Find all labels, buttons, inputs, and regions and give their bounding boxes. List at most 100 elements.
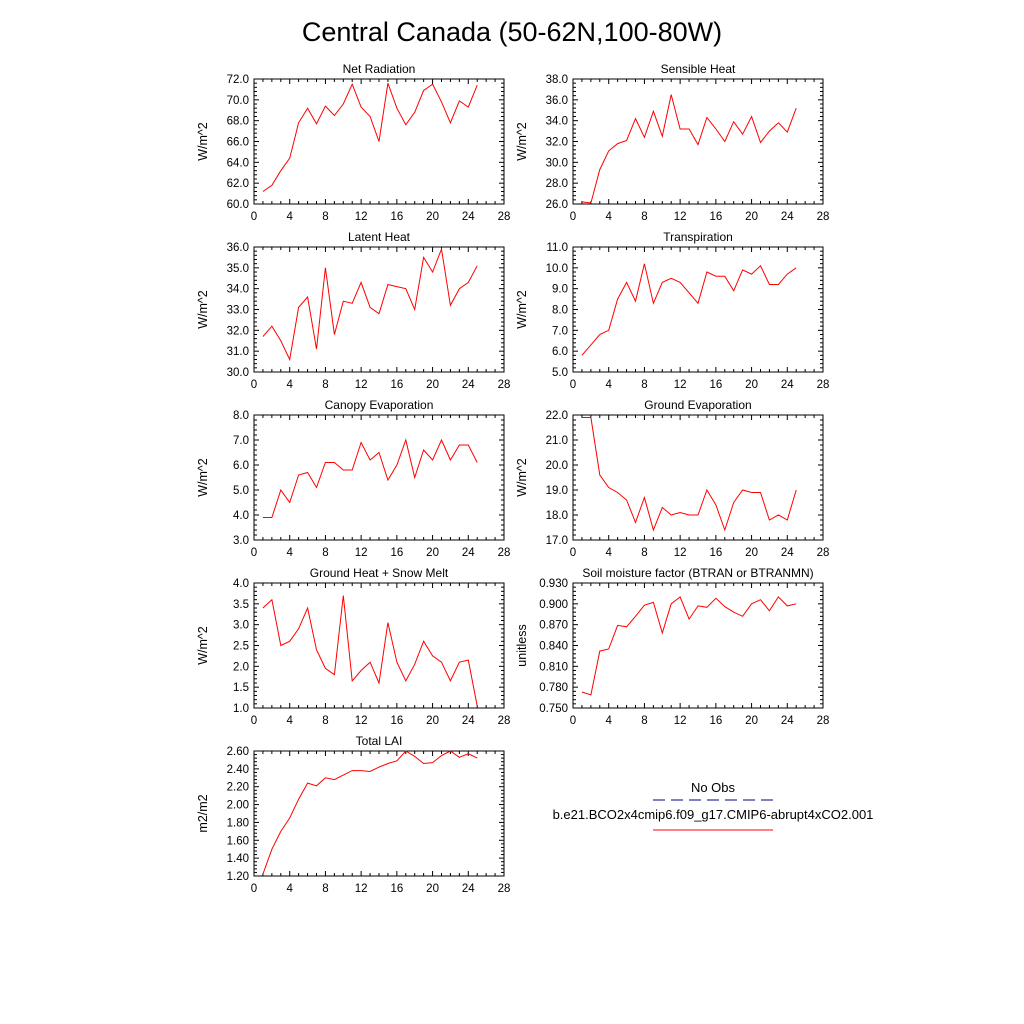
y-tick-label: 31.0	[227, 346, 249, 358]
x-tick-label: 20	[426, 715, 439, 727]
y-tick-label: 5.0	[552, 367, 568, 379]
x-tick-label: 4	[287, 379, 294, 391]
panel-2: Latent Heat W/m^2 0 4 8 12 16 20 24 28 30.0 31.0 32.…	[196, 230, 510, 391]
x-tick-label: 12	[674, 547, 687, 559]
x-tick-label: 8	[641, 715, 647, 727]
x-tick-label: 16	[390, 211, 403, 223]
panel-3: Transpiration W/m^2 0 4 8 12 16 20 24 28 5.0 6.0 7.0…	[515, 230, 829, 391]
y-tick-label: 7.0	[233, 435, 249, 447]
y-tick-label: 4.0	[233, 510, 249, 522]
y-tick-label: 38.0	[546, 74, 568, 86]
y-tick-label: 36.0	[546, 95, 568, 107]
x-tick-label: 24	[462, 883, 475, 895]
x-tick-label: 0	[570, 211, 576, 223]
x-tick-label: 0	[251, 547, 257, 559]
series-line	[581, 94, 797, 204]
x-tick-label: 20	[426, 883, 439, 895]
series-line	[581, 417, 797, 532]
plot-frame	[253, 414, 505, 541]
legend-label-obs: No Obs	[691, 780, 736, 795]
y-tick-label: 2.5	[233, 641, 249, 653]
y-tick-label: 34.0	[546, 116, 568, 128]
x-tick-label: 24	[781, 715, 794, 727]
x-tick-label: 0	[251, 715, 257, 727]
x-tick-label: 24	[462, 211, 475, 223]
x-tick-label: 12	[674, 715, 687, 727]
series-line	[581, 596, 797, 696]
panel-title: Total LAI	[356, 734, 403, 748]
x-tick-label: 12	[355, 715, 368, 727]
plot-frame	[572, 78, 824, 205]
panel-1: Sensible Heat W/m^2 0 4 8 12 16 20 24 28 26.0 28.0 3…	[515, 62, 829, 223]
y-tick-label: 19.0	[546, 485, 568, 497]
y-tick-label: 3.0	[233, 620, 249, 632]
x-tick-label: 0	[570, 715, 576, 727]
y-tick-label: 2.00	[227, 800, 249, 812]
x-tick-label: 28	[498, 883, 511, 895]
panel-title: Ground Evaporation	[644, 398, 751, 412]
y-tick-label: 32.0	[227, 325, 249, 337]
series-line	[581, 263, 797, 356]
plot-frame	[572, 246, 824, 373]
x-tick-label: 16	[390, 715, 403, 727]
series-line	[262, 438, 478, 518]
series-line	[262, 247, 478, 362]
y-tick-label: 8.0	[552, 305, 568, 317]
y-tick-label: 62.0	[227, 178, 249, 190]
y-tick-label: 21.0	[546, 435, 568, 447]
plot-frame	[253, 246, 505, 373]
y-tick-label: 36.0	[227, 242, 249, 254]
x-tick-label: 20	[745, 379, 758, 391]
x-tick-label: 24	[781, 211, 794, 223]
x-tick-label: 8	[322, 715, 328, 727]
x-tick-label: 12	[355, 883, 368, 895]
y-axis-label: m2/m2	[196, 794, 210, 832]
x-tick-label: 12	[674, 379, 687, 391]
x-tick-label: 4	[287, 547, 294, 559]
x-tick-label: 28	[498, 379, 511, 391]
panel-6: Ground Heat + Snow Melt W/m^2 0 4 8 12 16 20 24 2…	[196, 566, 510, 727]
y-tick-label: 0.930	[539, 578, 568, 590]
y-tick-label: 6.0	[552, 346, 568, 358]
x-tick-label: 8	[641, 379, 647, 391]
x-tick-label: 20	[426, 211, 439, 223]
y-tick-label: 11.0	[546, 242, 568, 254]
y-tick-label: 0.810	[539, 661, 568, 673]
y-tick-label: 2.60	[227, 746, 249, 758]
panel-title: Transpiration	[663, 230, 733, 244]
x-tick-label: 0	[570, 379, 576, 391]
y-tick-label: 72.0	[227, 74, 249, 86]
x-tick-label: 8	[641, 211, 647, 223]
legend: No Obs b.e21.BCO2x4cmip6.f09_g17.CMIP6-a…	[553, 780, 873, 831]
series-line	[262, 595, 478, 706]
y-tick-label: 1.0	[233, 703, 249, 715]
x-tick-label: 12	[674, 211, 687, 223]
y-tick-label: 0.900	[539, 599, 568, 611]
y-tick-label: 3.5	[233, 599, 249, 611]
x-tick-label: 24	[781, 379, 794, 391]
x-tick-label: 4	[287, 211, 294, 223]
panel-8: Total LAI m2/m2 0 4 8 12 16 20 24 28 1.20 1.40 1.60 1…	[196, 734, 510, 895]
x-tick-label: 28	[498, 211, 511, 223]
x-tick-label: 20	[426, 379, 439, 391]
y-tick-label: 5.0	[233, 485, 249, 497]
y-tick-label: 6.0	[233, 460, 249, 472]
y-axis-label: W/m^2	[196, 122, 210, 161]
x-tick-label: 28	[498, 547, 511, 559]
x-tick-label: 24	[462, 547, 475, 559]
y-tick-label: 1.20	[227, 871, 249, 883]
y-tick-label: 20.0	[546, 460, 568, 472]
y-axis-label: W/m^2	[515, 122, 529, 161]
x-tick-label: 8	[322, 883, 328, 895]
panel-4: Canopy Evaporation W/m^2 0 4 8 12 16 20 24 28 3.0 4…	[196, 398, 510, 559]
x-tick-label: 28	[817, 211, 830, 223]
x-tick-label: 8	[322, 211, 328, 223]
x-tick-label: 4	[287, 715, 294, 727]
series-line	[262, 82, 478, 192]
y-tick-label: 1.40	[227, 853, 249, 865]
x-tick-label: 16	[709, 379, 722, 391]
x-tick-label: 4	[606, 211, 613, 223]
y-tick-label: 9.0	[552, 284, 568, 296]
x-tick-label: 28	[817, 547, 830, 559]
